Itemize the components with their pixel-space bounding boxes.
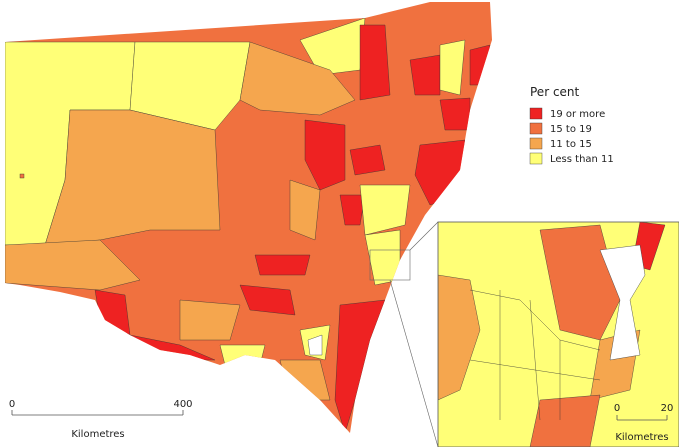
- legend-swatch: [529, 122, 543, 135]
- legend-label: 15 to 19: [550, 124, 592, 135]
- scale-start: 0: [9, 399, 15, 410]
- inset-scale-start: 0: [614, 403, 620, 414]
- legend-swatch: [529, 152, 543, 165]
- legend: Per cent 19 or more 15 to 19 11 to 15 Less …: [529, 85, 614, 165]
- legend-title: Per cent: [530, 85, 580, 99]
- legend-label: Less than 11: [550, 154, 614, 165]
- scale-unit: Kilometres: [71, 429, 124, 440]
- inset-scale-end: 20: [661, 403, 674, 414]
- main-map: [5, 2, 492, 433]
- inset-scale-unit: Kilometres: [615, 432, 668, 443]
- legend-label: 11 to 15: [550, 139, 592, 150]
- island: [19, 173, 25, 179]
- inset-map: [438, 222, 679, 447]
- legend-swatch: [529, 137, 543, 150]
- scale-bar: [11, 410, 668, 421]
- legend-label: 19 or more: [550, 109, 605, 120]
- scale-end: 400: [173, 399, 192, 410]
- legend-swatch: [529, 107, 543, 120]
